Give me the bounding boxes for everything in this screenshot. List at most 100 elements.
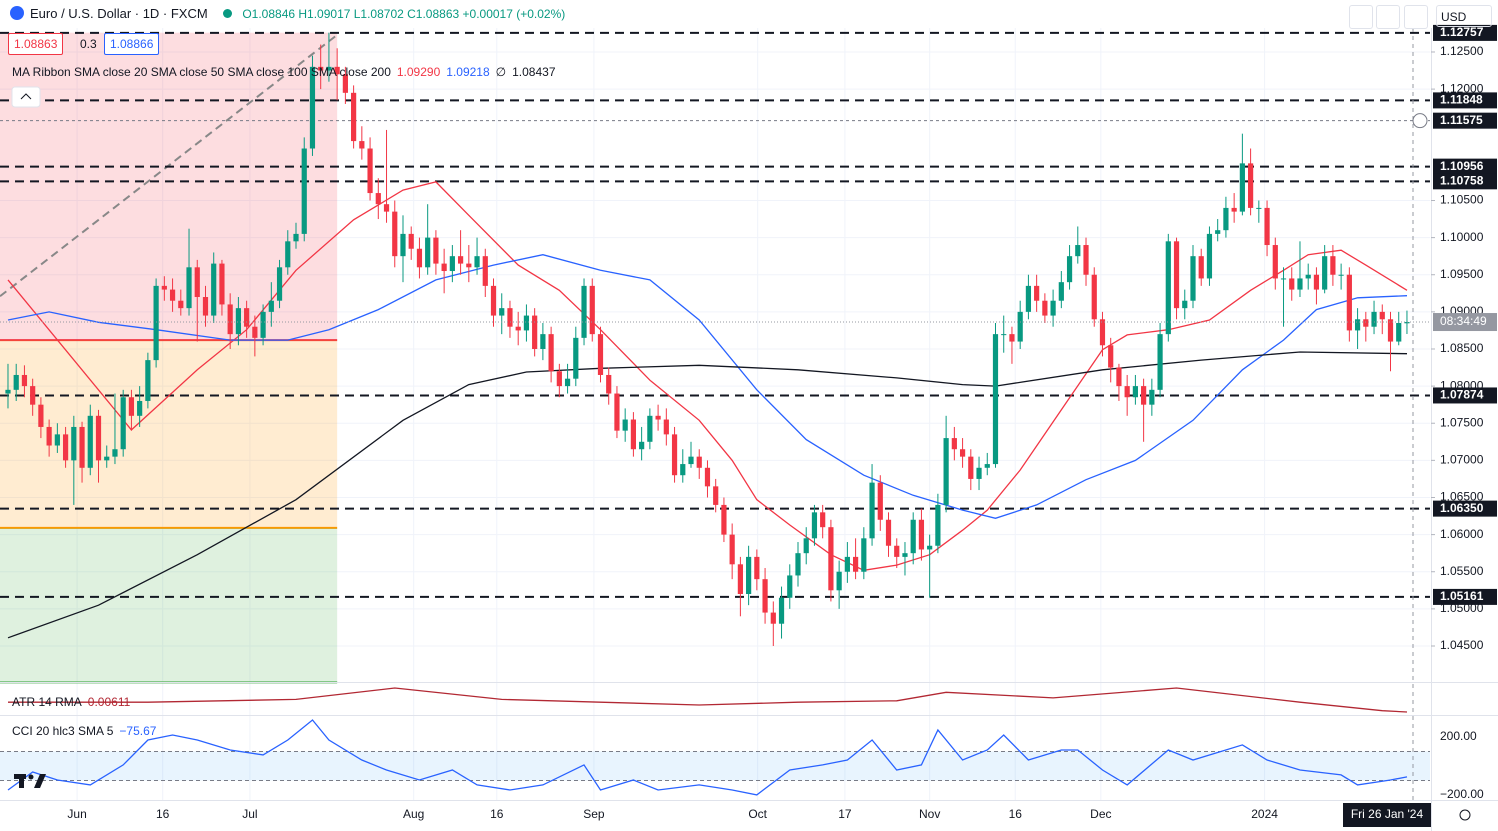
- level-label: 1.06350: [1440, 501, 1484, 515]
- toolbar-button[interactable]: [1349, 5, 1373, 29]
- cursor-date-box: [1343, 803, 1431, 827]
- collapse-box[interactable]: [11, 86, 41, 108]
- candle-body: [1165, 241, 1171, 335]
- toolbar-button[interactable]: [1404, 5, 1428, 29]
- candle-body: [293, 233, 299, 242]
- legend-value: 1.09290: [396, 65, 441, 79]
- collapse-button[interactable]: [11, 86, 41, 108]
- candle-body: [351, 92, 357, 142]
- candle-body: [38, 404, 44, 427]
- candle-body: [721, 504, 727, 535]
- candle-body: [309, 66, 316, 149]
- y-tick-label: 1.07000: [1440, 453, 1484, 467]
- candle-body: [918, 519, 925, 550]
- candle-body: [820, 512, 826, 528]
- candle-body: [556, 371, 562, 387]
- candle-body: [1215, 230, 1221, 234]
- settings-icon[interactable]: [1459, 809, 1471, 821]
- candle-body: [46, 426, 52, 446]
- gear[interactable]: [1459, 809, 1471, 821]
- candle-body: [1132, 386, 1138, 398]
- candle-body: [1099, 319, 1106, 346]
- buy-button[interactable]: 1.08866: [104, 33, 160, 55]
- sell-button[interactable]: 1.08863: [8, 33, 64, 55]
- candle-body: [1058, 282, 1064, 301]
- candle-body: [885, 519, 892, 546]
- candle-body: [688, 456, 694, 465]
- legend-value: 1.09218: [446, 65, 490, 79]
- candle-body: [186, 267, 192, 309]
- candle-body: [194, 267, 200, 298]
- cci-band: [0, 751, 1430, 781]
- level-label-box: [1433, 500, 1497, 517]
- candle-body: [128, 397, 135, 416]
- grid-layer: [0, 28, 1430, 800]
- zone: [0, 340, 338, 528]
- candle-body: [877, 482, 883, 520]
- candle-body: [630, 419, 637, 450]
- candle-body: [252, 326, 258, 338]
- y-tick-label: 1.06500: [1440, 490, 1484, 504]
- candle-body: [959, 449, 966, 457]
- candle-body: [902, 553, 908, 557]
- candle-body: [235, 308, 242, 335]
- x-tick-label: Dec: [1090, 807, 1111, 821]
- logo-part: [34, 774, 46, 788]
- candle-body: [976, 467, 982, 479]
- legend-title: ATR 14 RMA: [12, 695, 82, 709]
- ma-line: [7, 254, 1408, 519]
- candle-body: [1206, 233, 1213, 279]
- level-label-box: [1433, 112, 1497, 129]
- candle-body: [935, 504, 941, 546]
- y-tick-label: 1.12500: [1440, 44, 1484, 58]
- cci-legend: CCI 20 hlc3 SMA 5 −75.67: [12, 724, 156, 738]
- y-tick-label: 1.05500: [1440, 564, 1484, 578]
- candle-body: [984, 464, 990, 468]
- level-label-box: [1433, 173, 1497, 190]
- candle-body: [564, 378, 571, 387]
- candle-body: [968, 456, 974, 479]
- y-tick-label: 1.06000: [1440, 527, 1484, 541]
- candle-body: [1313, 274, 1320, 290]
- x-tick-label: 16: [156, 807, 170, 821]
- candle-body: [795, 553, 801, 576]
- symbol-title: Euro / U.S. Dollar · 1D · FXCM: [30, 6, 208, 21]
- candle-body: [499, 308, 505, 316]
- currency-select[interactable]: USD: [1436, 5, 1492, 27]
- axis-layer: Jun 16 Jul Aug 16 Sep Oct 17 Nov 16 Dec 2024 1.12500…: [67, 24, 1497, 827]
- candle-body: [589, 285, 595, 335]
- x-tick-label: Aug: [403, 807, 424, 821]
- toolbar-button[interactable]: [1376, 5, 1400, 29]
- spread: 0.3: [80, 37, 97, 51]
- countdown-label: 08:34:49: [1440, 314, 1487, 328]
- x-tick-label: Nov: [919, 807, 940, 821]
- candle-body: [301, 148, 307, 234]
- candle-body: [5, 389, 11, 394]
- candle-body: [1190, 256, 1196, 301]
- candle-body: [696, 456, 702, 468]
- level-label-box: [1433, 588, 1497, 605]
- atr-legend: ATR 14 RMA 0.00611: [12, 695, 130, 709]
- candle-body: [861, 538, 867, 572]
- candle-body: [1363, 319, 1369, 327]
- candle-body: [532, 315, 538, 349]
- candle-body: [1141, 386, 1147, 405]
- candle-body: [1198, 256, 1204, 279]
- candle-body: [1042, 300, 1048, 316]
- candle-body: [490, 285, 497, 316]
- currency: USD: [1441, 10, 1467, 24]
- candle-body: [104, 456, 110, 461]
- candle-body: [153, 285, 159, 361]
- ma-line: [7, 351, 1408, 639]
- candle-body: [1280, 278, 1287, 280]
- symbol-header: Euro / U.S. Dollar · 1D · FXCM O1.08846 …: [10, 6, 565, 21]
- x-tick-label: Jul: [242, 807, 257, 821]
- candle-body: [1066, 256, 1073, 283]
- ohlc-values: O1.08846 H1.09017 L1.08702 C1.08863 +0.0…: [242, 7, 566, 21]
- candle-body: [943, 438, 949, 505]
- candle-body: [836, 571, 842, 591]
- candle-body: [71, 426, 77, 461]
- candle-body: [1354, 319, 1361, 331]
- candle-body: [754, 556, 760, 580]
